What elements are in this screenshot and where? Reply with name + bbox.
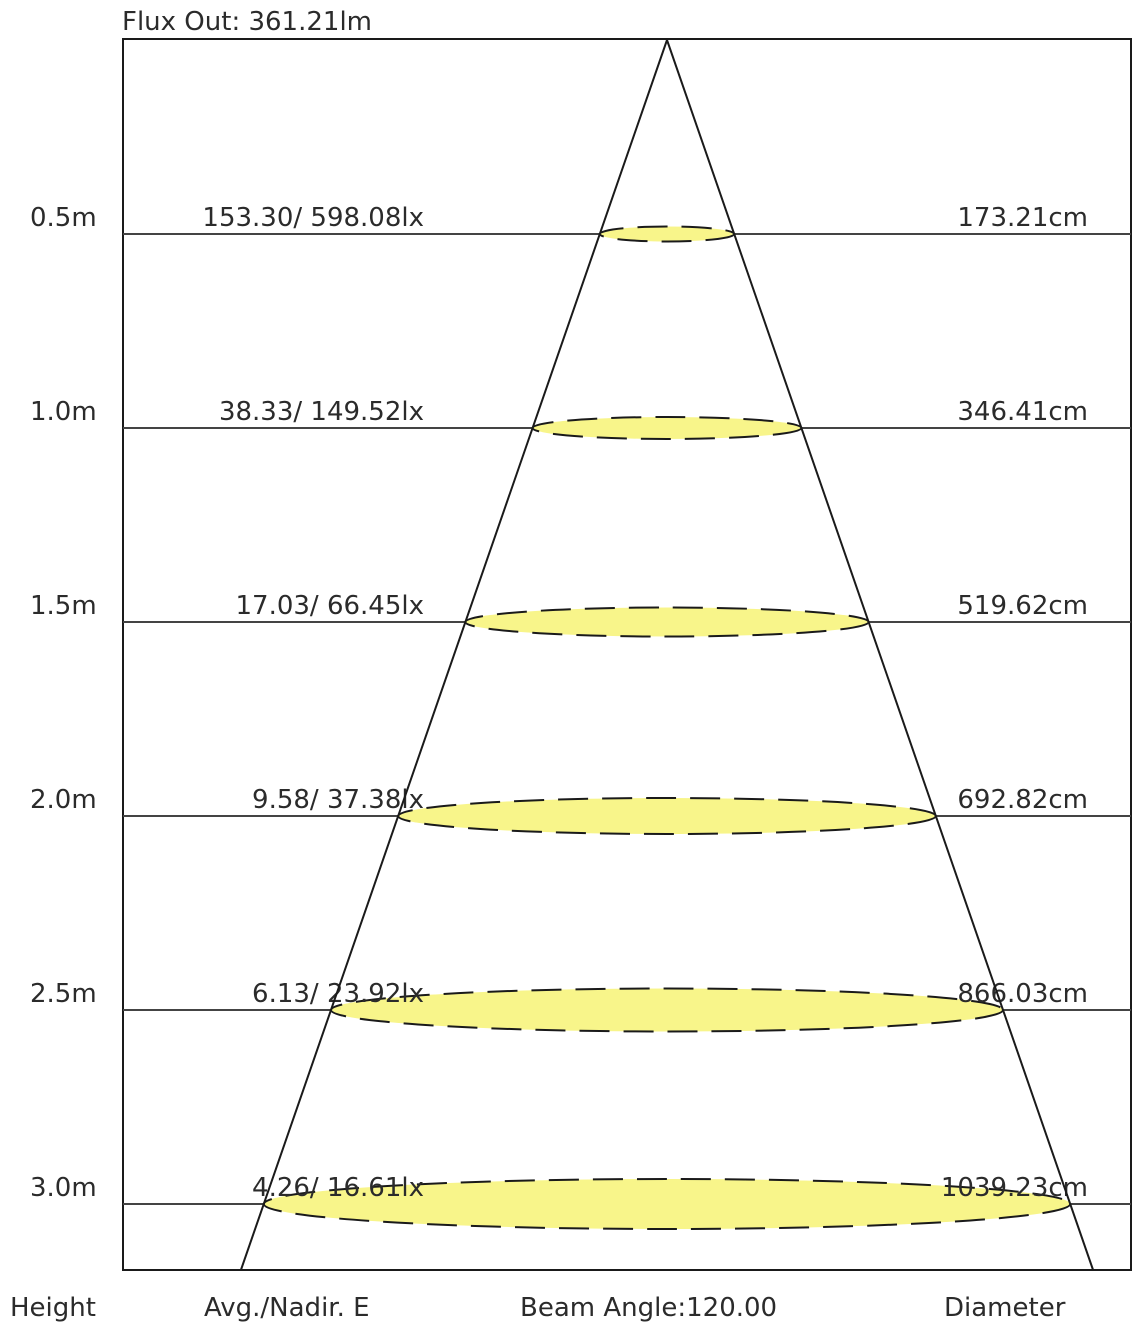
illuminance-label: 4.26/ 16.61lx	[252, 1173, 424, 1203]
beam-cone	[239, 39, 1095, 1271]
beam-cone-left-edge	[239, 39, 668, 1271]
levels-layer: 0.5m 153.30/ 598.08lx 173.21cm 1.0m 38.33/ 1…	[30, 203, 1131, 1230]
height-column-label: Height	[10, 1293, 96, 1323]
diameter-label: 346.41cm	[957, 397, 1088, 427]
flux-out-title: Flux Out: 361.21lm	[122, 7, 372, 37]
illuminance-label: 38.33/ 149.52lx	[219, 397, 424, 427]
diameter-label: 519.62cm	[957, 591, 1088, 621]
beam-angle-label: Beam Angle:120.00	[520, 1293, 777, 1323]
illuminance-label: 6.13/ 23.92lx	[252, 979, 424, 1009]
beam-spot-ellipse	[598, 225, 736, 243]
diagram-frame	[122, 38, 1132, 1271]
height-label: 1.5m	[30, 591, 97, 621]
height-label: 0.5m	[30, 203, 97, 233]
height-label: 2.5m	[30, 979, 97, 1009]
illuminance-column-label: Avg./Nadir. E	[204, 1293, 370, 1323]
height-label: 2.0m	[30, 785, 97, 815]
beam-cone-right-edge	[666, 39, 1095, 1271]
diameter-label: 692.82cm	[957, 785, 1088, 815]
illuminance-label: 17.03/ 66.45lx	[236, 591, 425, 621]
illuminance-label: 153.30/ 598.08lx	[202, 203, 424, 233]
beam-spot-ellipse	[397, 797, 937, 835]
diameter-label: 866.03cm	[957, 979, 1088, 1009]
beam-spot-ellipse	[531, 416, 803, 440]
diameter-label: 173.21cm	[957, 203, 1088, 233]
diameter-column-label: Diameter	[944, 1293, 1066, 1323]
beam-spot-ellipse	[329, 987, 1005, 1033]
illuminance-label: 9.58/ 37.38lx	[252, 785, 424, 815]
height-label: 3.0m	[30, 1173, 97, 1203]
beam-spot-ellipse	[464, 606, 870, 638]
height-label: 1.0m	[30, 397, 97, 427]
diameter-label: 1039.23cm	[941, 1173, 1088, 1203]
